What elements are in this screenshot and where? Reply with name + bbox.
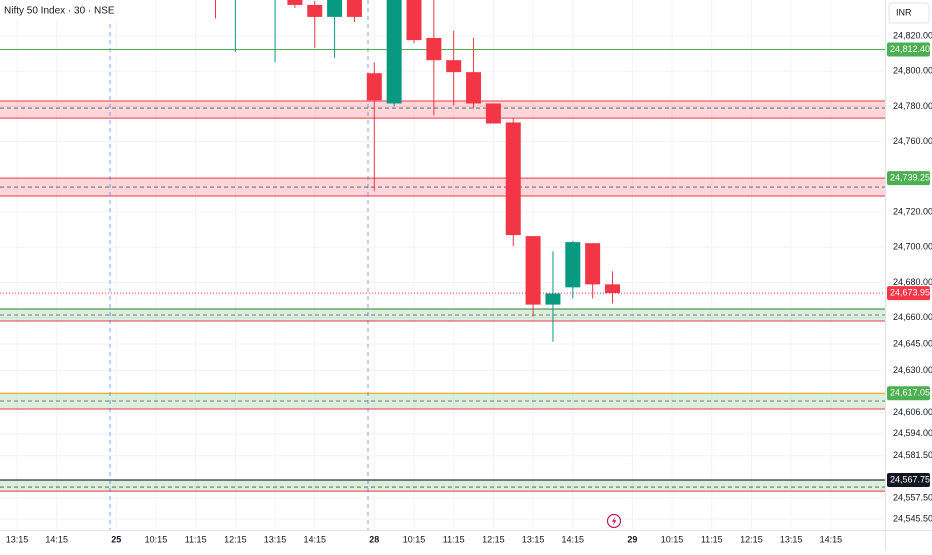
lightning-icon[interactable] [606, 513, 622, 529]
y-tick-label: 24,557.50 [893, 492, 932, 502]
chart-title: Nifty 50 Index · 30 · NSE [4, 6, 115, 17]
y-tick-label: 24,594.00 [893, 428, 932, 438]
plot-area [0, 0, 885, 530]
y-tick-label: 24,660.00 [893, 312, 932, 322]
x-tick-label: 13:15 [264, 534, 287, 544]
x-tick-label: 10:15 [145, 534, 168, 544]
price-label: 24,567.75 [890, 474, 930, 484]
y-tick-label: 24,780.00 [893, 101, 932, 111]
candle-body [565, 242, 581, 288]
y-tick-label: 24,645.00 [893, 338, 932, 348]
candle-body [346, 0, 362, 17]
x-tick-label: 14:15 [820, 534, 843, 544]
candle-body [485, 103, 501, 124]
y-tick-label: 24,720.00 [893, 206, 932, 216]
candle-body [446, 60, 462, 73]
candle-body [466, 72, 482, 104]
x-tick-label: 13:15 [780, 534, 803, 544]
y-tick-label: 24,545.50 [893, 513, 932, 523]
x-tick-label: 12:15 [482, 534, 505, 544]
price-label: 24,673.95 [890, 287, 930, 297]
y-tick-label: 24,581.50 [893, 450, 932, 460]
x-tick-label: 12:15 [224, 534, 247, 544]
y-tick-label: 24,606.00 [893, 407, 932, 417]
x-tick-label: 10:15 [661, 534, 684, 544]
price-label: 24,812.40 [890, 44, 930, 54]
price-label-bg [887, 171, 930, 186]
y-tick-label: 24,700.00 [893, 242, 932, 252]
candle-body [505, 122, 521, 236]
x-tick-label: 13:15 [6, 534, 29, 544]
x-tick-label: 13:15 [522, 534, 545, 544]
y-tick-label: 24,680.00 [893, 277, 932, 287]
candle-body [287, 0, 303, 5]
candle-body [426, 38, 442, 61]
price-label-bg [887, 42, 930, 57]
y-tick-label: 24,630.00 [893, 365, 932, 375]
x-tick-label: 11:15 [185, 534, 207, 544]
legend-bg [0, 0, 140, 20]
price-label-bg [887, 286, 930, 301]
currency[interactable]: INR [896, 7, 912, 17]
candle-body [605, 284, 620, 294]
candle-body [406, 0, 422, 41]
candle-body [386, 0, 402, 104]
x-tick-label: 14:15 [562, 534, 585, 544]
candle-body [525, 236, 541, 305]
x-tick-label: 12:15 [740, 534, 763, 544]
x-tick-label: 11:15 [443, 534, 465, 544]
x-tick-label: 29 [627, 534, 637, 544]
x-tick-label: 28 [369, 534, 379, 544]
grid [0, 0, 885, 530]
x-tick-label: 14:15 [45, 534, 68, 544]
zones [0, 100, 885, 492]
x-tick-label: 11:15 [701, 534, 723, 544]
y-tick-label: 24,760.00 [893, 136, 932, 146]
x-tick-label: 25 [111, 534, 121, 544]
price-label: 24,617.05 [890, 388, 930, 398]
y-tick-label: 24,820.00 [893, 30, 932, 40]
axes: 24,820.00 24,800.00 24,780.00 24,760.00 24,7… [6, 30, 932, 544]
x-tick-label: 10:15 [403, 534, 426, 544]
currency-button[interactable] [888, 2, 930, 24]
candle-body [545, 293, 561, 305]
candle-body [307, 4, 323, 17]
zone [0, 101, 885, 119]
candle-body [327, 0, 343, 17]
price-label: 24,739.25 [890, 173, 930, 183]
x-tick-label: 14:15 [303, 534, 326, 544]
price-label-bg [887, 472, 930, 487]
candle-body [585, 243, 601, 285]
price-lines [0, 48, 885, 294]
zone [0, 479, 885, 492]
price-label-bg [887, 386, 930, 401]
candle-body [366, 73, 382, 101]
y-tick-label: 24,800.00 [893, 66, 932, 76]
candles [215, 0, 620, 342]
